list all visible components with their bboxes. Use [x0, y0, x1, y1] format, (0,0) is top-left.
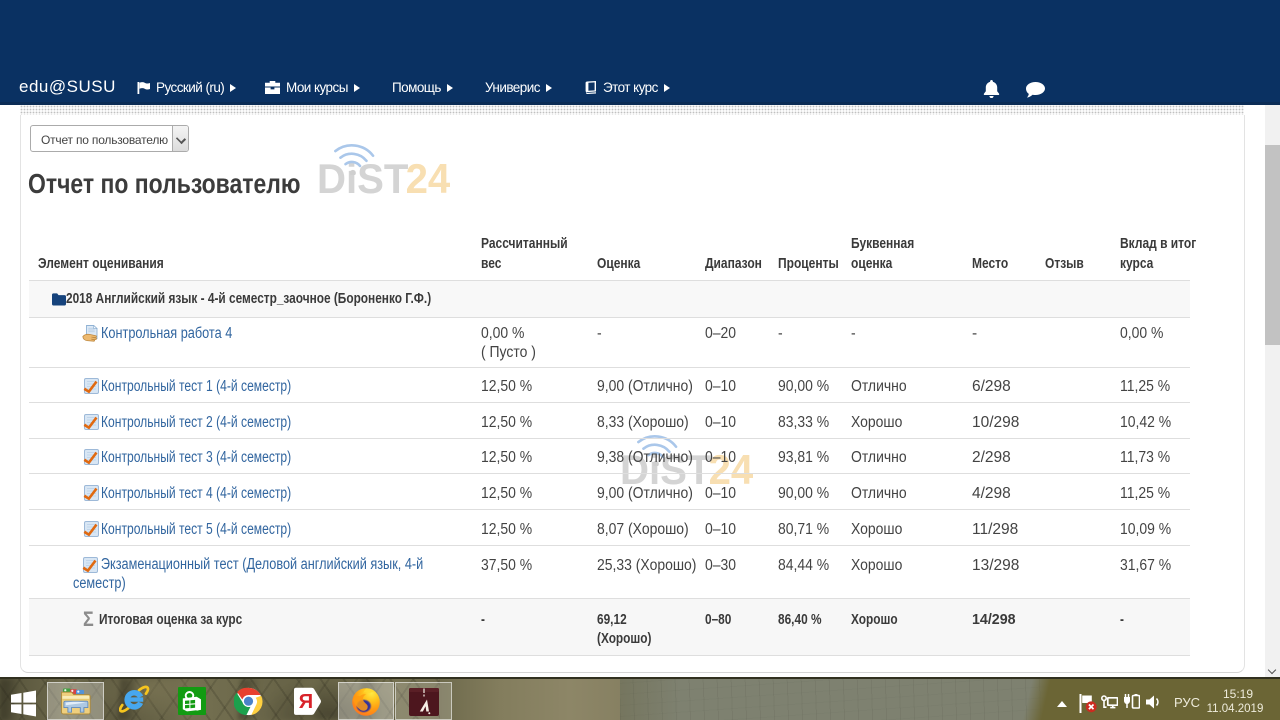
svg-text:Я: Я	[299, 691, 313, 713]
